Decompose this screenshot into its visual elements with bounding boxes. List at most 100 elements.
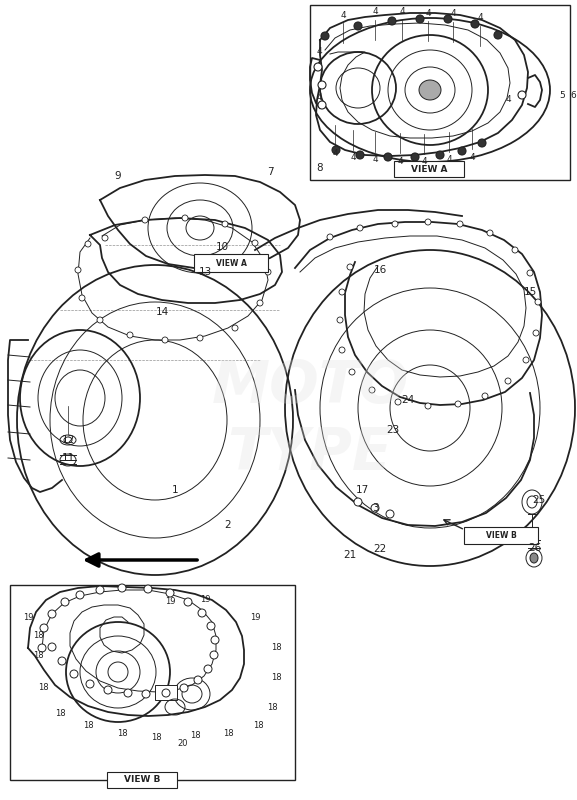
Circle shape [505, 378, 511, 384]
Text: 18: 18 [151, 733, 162, 742]
Text: 10: 10 [215, 242, 228, 252]
Circle shape [395, 399, 401, 405]
Text: 22: 22 [373, 544, 387, 554]
Text: 16: 16 [373, 265, 387, 275]
Text: 4: 4 [450, 10, 456, 18]
Text: 26: 26 [529, 543, 542, 553]
Circle shape [96, 586, 104, 594]
Text: 2: 2 [224, 520, 231, 530]
Circle shape [357, 225, 363, 231]
Circle shape [61, 598, 69, 606]
Circle shape [182, 215, 188, 221]
Text: 18: 18 [267, 702, 278, 711]
Circle shape [86, 680, 94, 688]
Text: 18: 18 [117, 730, 128, 738]
Text: 18: 18 [33, 631, 43, 641]
Circle shape [210, 651, 218, 659]
Circle shape [392, 221, 398, 227]
Text: 19: 19 [200, 595, 210, 605]
Circle shape [523, 357, 529, 363]
Circle shape [38, 644, 46, 652]
Circle shape [388, 17, 396, 25]
Text: 18: 18 [83, 722, 93, 730]
Circle shape [411, 153, 419, 161]
Circle shape [232, 325, 238, 331]
Circle shape [197, 335, 203, 341]
Text: 18: 18 [271, 643, 282, 653]
Text: 20: 20 [178, 739, 188, 749]
Circle shape [265, 269, 271, 275]
Circle shape [535, 299, 541, 305]
Circle shape [354, 22, 362, 30]
Circle shape [458, 147, 466, 155]
FancyBboxPatch shape [194, 254, 268, 272]
Circle shape [444, 15, 452, 23]
Text: 18: 18 [253, 722, 263, 730]
Circle shape [425, 403, 431, 409]
Circle shape [337, 317, 343, 323]
Circle shape [252, 240, 258, 246]
Text: 18: 18 [190, 730, 200, 739]
Circle shape [257, 300, 263, 306]
Circle shape [487, 230, 493, 236]
Text: 18: 18 [271, 674, 282, 682]
Text: 4: 4 [425, 9, 431, 18]
Text: 18: 18 [55, 710, 65, 718]
Circle shape [48, 643, 56, 651]
Circle shape [347, 264, 353, 270]
Text: 11: 11 [61, 453, 74, 463]
Circle shape [85, 241, 91, 247]
Text: VIEW A: VIEW A [216, 258, 246, 267]
Text: 6: 6 [570, 91, 576, 101]
Circle shape [386, 510, 394, 518]
Circle shape [354, 498, 362, 506]
Bar [10, 585, 295, 780]
Circle shape [180, 684, 188, 692]
Circle shape [339, 347, 345, 353]
Circle shape [533, 330, 539, 336]
Circle shape [384, 153, 392, 161]
Circle shape [457, 221, 463, 227]
FancyBboxPatch shape [394, 161, 464, 177]
Text: 4: 4 [469, 153, 475, 162]
Text: 17: 17 [355, 485, 369, 495]
Circle shape [104, 686, 112, 694]
Circle shape [144, 585, 152, 593]
Text: 4: 4 [340, 10, 346, 19]
Text: 4: 4 [421, 158, 427, 166]
Text: 14: 14 [155, 307, 168, 317]
Circle shape [332, 146, 340, 154]
Circle shape [518, 91, 526, 99]
Text: 12: 12 [61, 435, 74, 445]
Circle shape [471, 20, 479, 28]
Circle shape [204, 665, 212, 673]
Text: 24: 24 [402, 395, 415, 405]
Circle shape [318, 81, 326, 89]
Text: 18: 18 [38, 683, 48, 693]
Text: 19: 19 [250, 614, 260, 622]
Text: 4: 4 [446, 155, 452, 165]
Circle shape [48, 610, 56, 618]
Circle shape [162, 689, 170, 697]
Circle shape [194, 676, 202, 684]
Text: 4: 4 [316, 47, 322, 57]
Circle shape [318, 101, 326, 109]
Circle shape [79, 295, 85, 301]
Circle shape [127, 332, 133, 338]
Text: VIEW B: VIEW B [124, 775, 160, 785]
Circle shape [455, 401, 461, 407]
Ellipse shape [419, 80, 441, 100]
Text: 21: 21 [343, 550, 357, 560]
Circle shape [512, 247, 518, 253]
Circle shape [527, 270, 533, 276]
Text: VIEW B: VIEW B [486, 530, 516, 539]
Circle shape [314, 63, 322, 71]
Text: MOTO
TYPE: MOTO TYPE [211, 358, 409, 482]
Text: 25: 25 [533, 495, 546, 505]
Text: 5: 5 [559, 91, 565, 101]
Circle shape [494, 31, 502, 39]
FancyBboxPatch shape [464, 527, 538, 544]
Text: 18: 18 [223, 729, 233, 738]
Text: 7: 7 [267, 167, 273, 177]
Circle shape [166, 589, 174, 597]
